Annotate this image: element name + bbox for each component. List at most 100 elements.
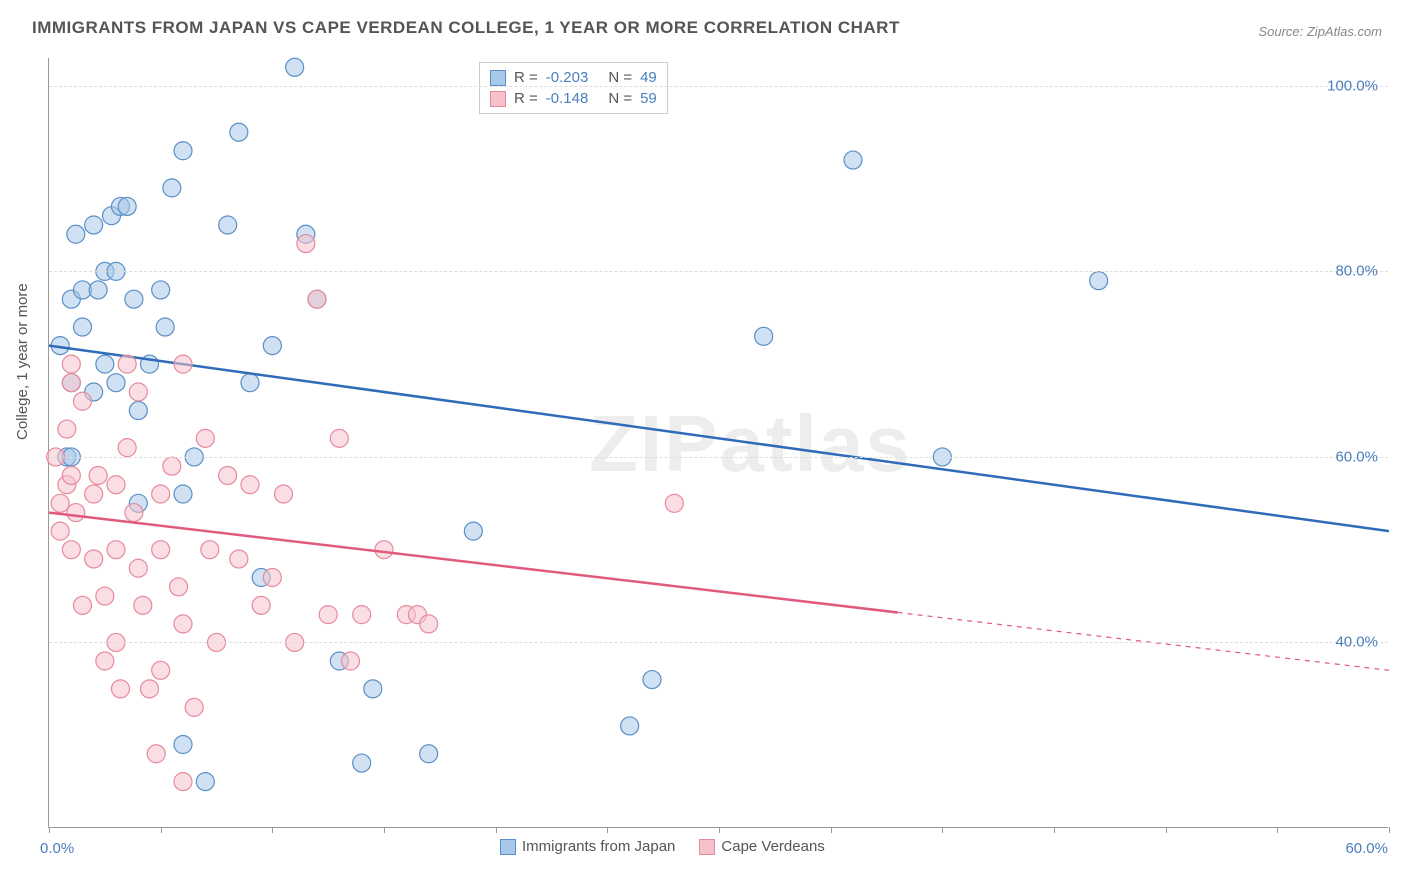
data-point xyxy=(125,290,143,308)
gridline xyxy=(49,271,1388,272)
data-point xyxy=(58,420,76,438)
data-point xyxy=(89,466,107,484)
data-point xyxy=(74,596,92,614)
data-point xyxy=(170,578,188,596)
y-tick-label: 80.0% xyxy=(1335,263,1378,280)
data-point xyxy=(174,615,192,633)
data-point xyxy=(107,476,125,494)
data-point xyxy=(665,494,683,512)
data-point xyxy=(118,355,136,373)
data-point xyxy=(67,225,85,243)
data-point xyxy=(375,541,393,559)
data-point xyxy=(263,337,281,355)
legend-r-label: R = xyxy=(514,90,538,107)
legend-swatch xyxy=(490,70,506,86)
legend-stats: R = -0.203 N = 49 R = -0.148 N = 59 xyxy=(479,62,668,114)
data-point xyxy=(330,429,348,447)
x-tick-label-max: 60.0% xyxy=(1345,840,1388,857)
legend-series-label: Immigrants from Japan xyxy=(522,838,675,855)
y-axis-label: College, 1 year or more xyxy=(14,283,31,440)
data-point xyxy=(252,596,270,614)
legend-swatch xyxy=(490,91,506,107)
data-point xyxy=(420,745,438,763)
data-point xyxy=(118,197,136,215)
data-point xyxy=(62,541,80,559)
x-tick xyxy=(1389,827,1390,833)
x-tick xyxy=(1277,827,1278,833)
data-point xyxy=(74,392,92,410)
gridline xyxy=(49,457,1388,458)
data-point xyxy=(308,290,326,308)
data-point xyxy=(118,439,136,457)
y-tick-label: 40.0% xyxy=(1335,634,1378,651)
legend-r-label: R = xyxy=(514,69,538,86)
data-point xyxy=(174,355,192,373)
gridline xyxy=(49,86,1388,87)
data-point xyxy=(201,541,219,559)
data-point xyxy=(755,327,773,345)
data-point xyxy=(286,58,304,76)
chart-title: IMMIGRANTS FROM JAPAN VS CAPE VERDEAN CO… xyxy=(32,18,900,38)
data-point xyxy=(241,476,259,494)
data-point xyxy=(152,485,170,503)
legend-n-value: 59 xyxy=(640,90,657,107)
data-point xyxy=(353,606,371,624)
source-label: Source: ZipAtlas.com xyxy=(1258,24,1382,39)
legend-n-label: N = xyxy=(608,69,632,86)
legend-r-value: -0.148 xyxy=(546,90,589,107)
scatter-plot-svg xyxy=(49,58,1388,827)
data-point xyxy=(51,522,69,540)
legend-n-label: N = xyxy=(608,90,632,107)
x-tick xyxy=(1054,827,1055,833)
data-point xyxy=(230,123,248,141)
data-point xyxy=(420,615,438,633)
data-point xyxy=(85,485,103,503)
x-tick-label-min: 0.0% xyxy=(40,840,74,857)
legend-series: Immigrants from Japan Cape Verdeans xyxy=(500,838,825,855)
data-point xyxy=(107,541,125,559)
data-point xyxy=(107,374,125,392)
legend-swatch xyxy=(500,839,516,855)
regression-line xyxy=(49,346,1389,532)
data-point xyxy=(163,457,181,475)
x-tick xyxy=(384,827,385,833)
data-point xyxy=(96,587,114,605)
data-point xyxy=(297,235,315,253)
data-point xyxy=(219,216,237,234)
gridline xyxy=(49,642,1388,643)
data-point xyxy=(85,550,103,568)
data-point xyxy=(174,485,192,503)
data-point xyxy=(275,485,293,503)
legend-r-value: -0.203 xyxy=(546,69,589,86)
data-point xyxy=(96,355,114,373)
x-tick xyxy=(719,827,720,833)
y-tick-label: 100.0% xyxy=(1327,77,1378,94)
data-point xyxy=(156,318,174,336)
data-point xyxy=(219,466,237,484)
data-point xyxy=(353,754,371,772)
data-point xyxy=(342,652,360,670)
x-tick xyxy=(496,827,497,833)
data-point xyxy=(844,151,862,169)
data-point xyxy=(62,355,80,373)
data-point xyxy=(129,559,147,577)
legend-series-item: Cape Verdeans xyxy=(699,838,824,855)
legend-n-value: 49 xyxy=(640,69,657,86)
data-point xyxy=(67,504,85,522)
data-point xyxy=(111,680,129,698)
x-tick xyxy=(607,827,608,833)
data-point xyxy=(196,773,214,791)
legend-series-item: Immigrants from Japan xyxy=(500,838,675,855)
data-point xyxy=(152,661,170,679)
data-point xyxy=(1090,272,1108,290)
data-point xyxy=(241,374,259,392)
x-tick xyxy=(161,827,162,833)
legend-stats-row: R = -0.148 N = 59 xyxy=(490,88,657,109)
x-tick xyxy=(831,827,832,833)
data-point xyxy=(185,698,203,716)
y-tick-label: 60.0% xyxy=(1335,448,1378,465)
data-point xyxy=(85,216,103,234)
data-point xyxy=(62,374,80,392)
data-point xyxy=(263,569,281,587)
data-point xyxy=(643,671,661,689)
